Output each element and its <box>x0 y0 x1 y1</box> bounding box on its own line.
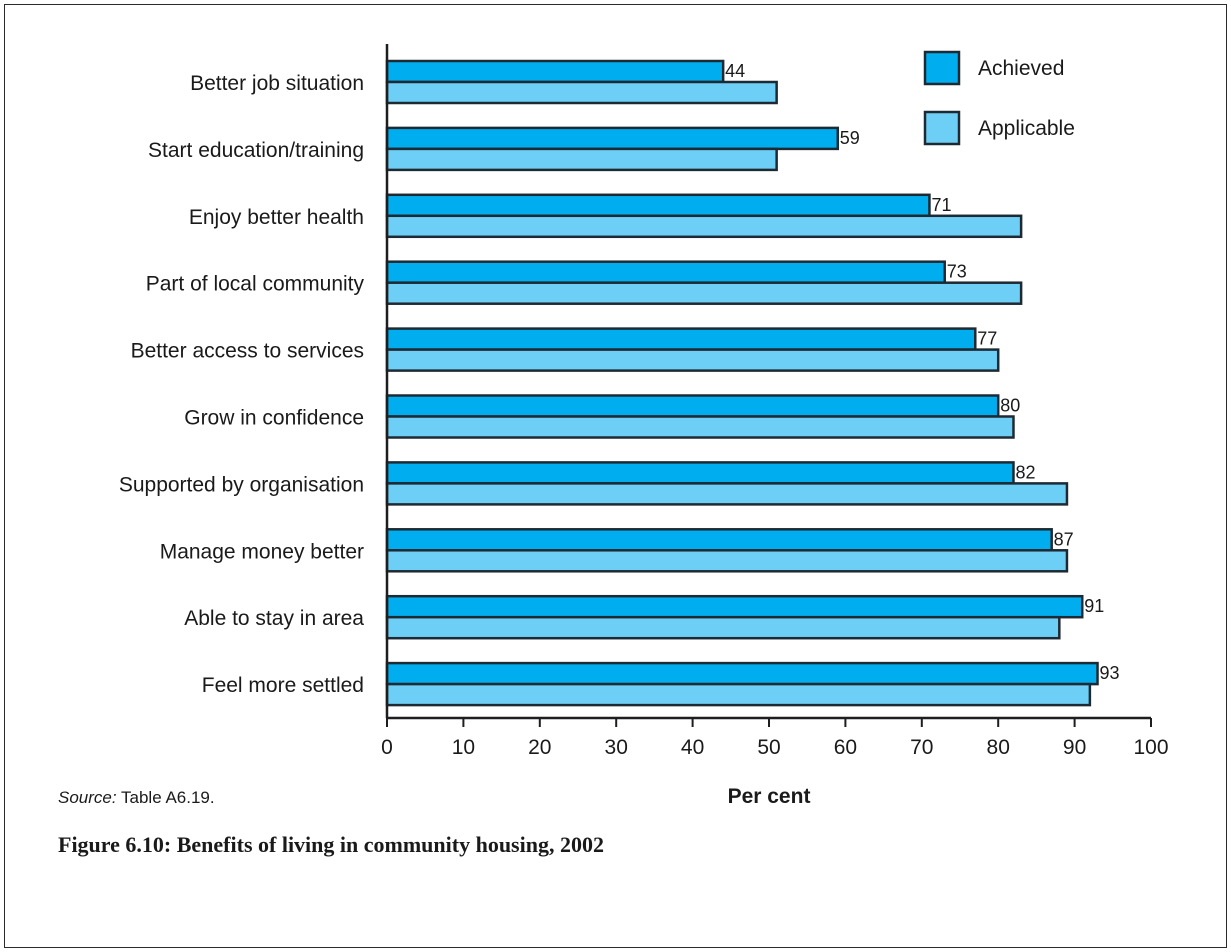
bar-applicable-manage-money-better <box>385 549 1069 573</box>
data-label-achieved-start-education-training: 59 <box>840 128 860 148</box>
legend-swatch-applicable <box>923 110 961 146</box>
x-tick-label-100: 100 <box>1133 736 1168 759</box>
bar-applicable-part-of-local-community <box>385 281 1023 305</box>
bars <box>385 59 1099 707</box>
bar-achieved-grow-in-confidence <box>385 394 1000 418</box>
category-label-feel-more-settled: Feel more settled <box>202 674 364 697</box>
x-tick-label-20: 20 <box>528 736 551 759</box>
bar-applicable-better-job-situation <box>385 80 778 105</box>
category-label-start-education-training: Start education/training <box>148 139 364 162</box>
category-label-manage-money-better: Manage money better <box>160 540 364 563</box>
x-tick-label-40: 40 <box>681 736 704 759</box>
legend-label-achieved: Achieved <box>978 57 1064 80</box>
source-text: Table A6.19. <box>121 788 215 807</box>
bar-applicable-grow-in-confidence <box>385 415 1015 439</box>
category-label-better-job-situation: Better job situation <box>190 72 364 95</box>
data-label-achieved-enjoy-better-health: 71 <box>931 195 951 215</box>
bar-achieved-better-job-situation <box>385 59 725 84</box>
bar-achieved-start-education-training <box>385 126 840 151</box>
data-label-achieved-feel-more-settled: 93 <box>1100 663 1120 683</box>
x-tick-label-70: 70 <box>910 736 933 759</box>
data-label-achieved-better-job-situation: 44 <box>725 61 745 81</box>
x-axis-title: Per cent <box>728 785 811 808</box>
x-tick-label-0: 0 <box>381 736 393 759</box>
category-label-supported-by-organisation: Supported by organisation <box>119 473 364 496</box>
bar-applicable-better-access-to-services <box>385 348 1000 372</box>
x-tick-label-50: 50 <box>757 736 780 759</box>
data-labels: 44 59 71 73 77 80 82 87 91 93 <box>725 61 1119 683</box>
bar-applicable-start-education-training <box>385 147 778 172</box>
category-label-enjoy-better-health: Enjoy better health <box>189 206 364 229</box>
category-label-part-of-local-community: Part of local community <box>146 273 365 296</box>
source-note: Source: Table A6.19. <box>58 788 215 808</box>
bar-achieved-manage-money-better <box>385 528 1053 552</box>
bar-achieved-feel-more-settled <box>385 661 1099 686</box>
category-label-able-to-stay-in-area: Able to stay in area <box>184 607 364 630</box>
legend-label-applicable: Applicable <box>978 117 1075 140</box>
x-tick-label-60: 60 <box>834 736 857 759</box>
data-label-achieved-able-to-stay-in-area: 91 <box>1084 596 1104 616</box>
bar-applicable-enjoy-better-health <box>385 214 1023 239</box>
category-label-better-access-to-services: Better access to services <box>131 340 364 363</box>
source-prefix: Source: <box>58 788 117 807</box>
x-ticks: 0 10 20 30 40 50 60 70 80 90 100 <box>381 718 1169 759</box>
data-label-achieved-better-access-to-services: 77 <box>977 329 997 349</box>
x-tick-label-10: 10 <box>452 736 475 759</box>
bar-applicable-able-to-stay-in-area <box>385 615 1061 640</box>
x-tick-label-30: 30 <box>605 736 628 759</box>
bar-achieved-supported-by-organisation <box>385 461 1015 485</box>
bar-achieved-able-to-stay-in-area <box>385 594 1084 619</box>
data-label-achieved-grow-in-confidence: 80 <box>1000 396 1020 416</box>
data-label-achieved-supported-by-organisation: 82 <box>1015 462 1035 482</box>
figure-caption: Figure 6.10: Benefits of living in commu… <box>58 832 604 857</box>
x-tick-label-90: 90 <box>1063 736 1086 759</box>
bar-applicable-supported-by-organisation <box>385 482 1069 506</box>
category-labels: Better job situation Start education/trai… <box>119 72 365 697</box>
bar-achieved-enjoy-better-health <box>385 193 931 218</box>
legend: Achieved Applicable <box>923 50 1075 146</box>
category-label-grow-in-confidence: Grow in confidence <box>184 407 364 430</box>
bar-achieved-better-access-to-services <box>385 327 977 351</box>
legend-swatch-achieved <box>923 50 961 86</box>
x-tick-label-80: 80 <box>987 736 1010 759</box>
bar-applicable-feel-more-settled <box>385 682 1092 707</box>
bar-achieved-part-of-local-community <box>385 260 946 284</box>
data-label-achieved-part-of-local-community: 73 <box>947 262 967 282</box>
data-label-achieved-manage-money-better: 87 <box>1054 529 1074 549</box>
